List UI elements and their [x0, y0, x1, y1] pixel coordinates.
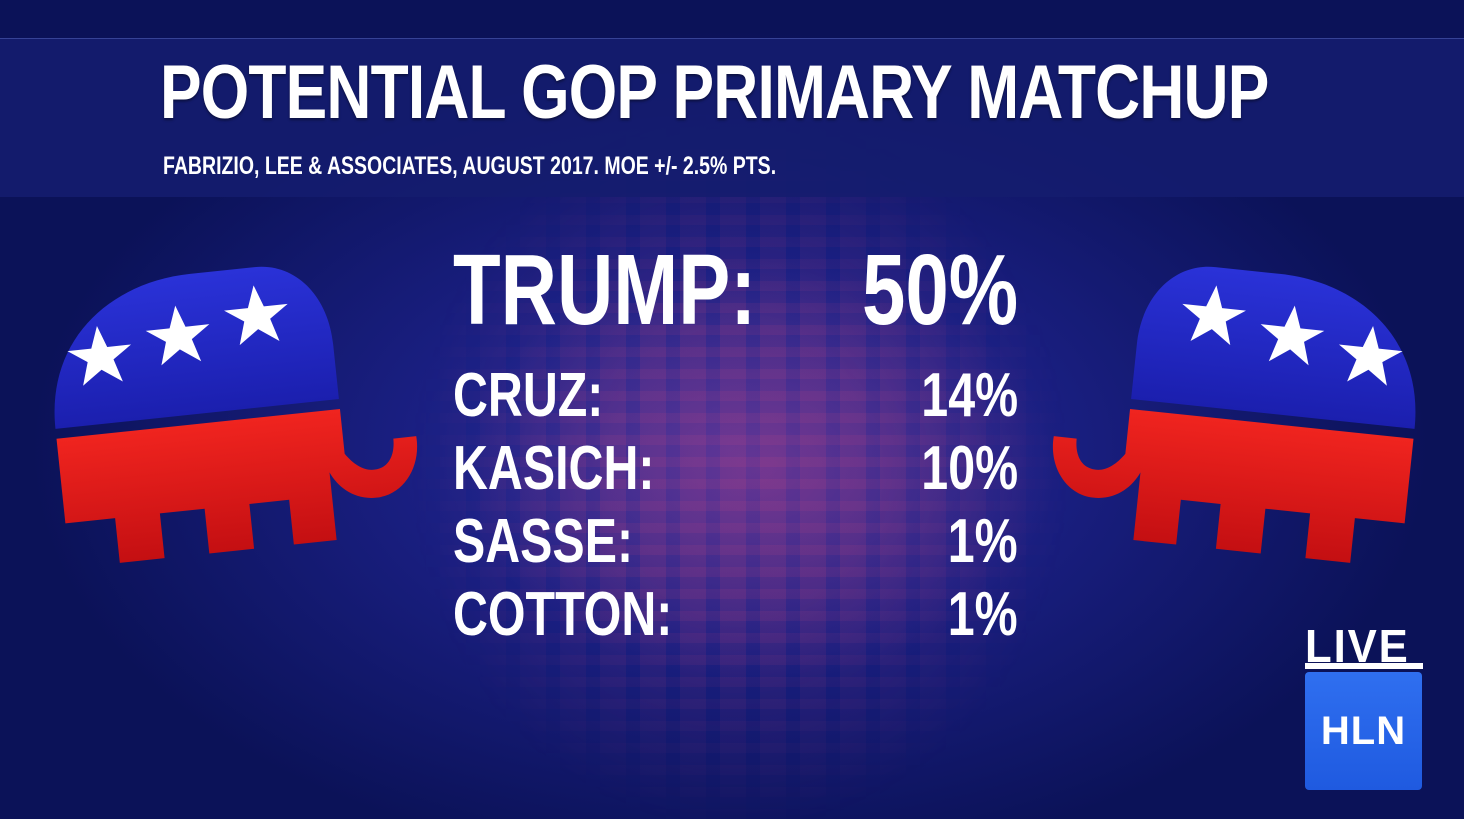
poll-source: FABRIZIO, LEE & ASSOCIATES, AUGUST 2017.…	[163, 152, 777, 180]
candidate-name: CRUZ:	[453, 361, 604, 430]
gop-elephant-icon	[1052, 266, 1416, 563]
result-row: TRUMP: 50%	[453, 230, 1018, 360]
candidate-percent: 1%	[948, 580, 1018, 649]
candidate-percent: 50%	[861, 234, 1018, 346]
candidate-name: KASICH:	[453, 434, 655, 503]
hln-logo: HLN	[1305, 672, 1422, 790]
poll-results: TRUMP: 50% CRUZ: 14% KASICH: 10% SASSE: …	[453, 230, 1018, 652]
title-banner	[0, 38, 1464, 197]
candidate-name: COTTON:	[453, 580, 673, 649]
live-underline	[1305, 663, 1423, 669]
live-badge: LIVE	[1305, 620, 1410, 672]
candidate-name: TRUMP:	[453, 234, 757, 346]
result-row: COTTON: 1%	[453, 579, 1018, 652]
gop-elephant-icon	[54, 266, 418, 563]
candidate-name: SASSE:	[453, 507, 634, 576]
result-row: SASSE: 1%	[453, 506, 1018, 579]
candidate-percent: 14%	[921, 361, 1018, 430]
result-row: CRUZ: 14%	[453, 360, 1018, 433]
candidate-percent: 1%	[948, 507, 1018, 576]
page-title: POTENTIAL GOP PRIMARY MATCHUP	[160, 50, 1269, 135]
result-row: KASICH: 10%	[453, 433, 1018, 506]
candidate-percent: 10%	[921, 434, 1018, 503]
